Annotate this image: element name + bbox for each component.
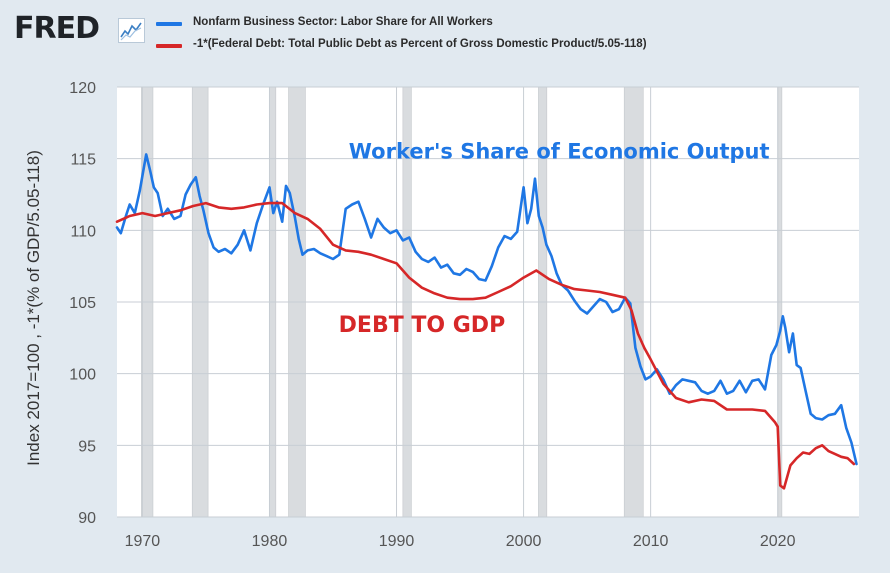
x-tick-label: 1980: [252, 533, 288, 550]
fred-logo[interactable]: FRED: [14, 11, 100, 46]
legend-label-labor-share: Nonfarm Business Sector: Labor Share for…: [193, 16, 493, 28]
y-tick-label: 115: [70, 152, 96, 169]
y-tick-label: 105: [69, 295, 96, 312]
x-tick-label: 2020: [760, 533, 796, 550]
x-tick-label: 1990: [379, 533, 415, 550]
y-tick-label: 95: [78, 438, 96, 455]
x-tick-label: 2000: [506, 533, 542, 550]
annotation-workers-share: Worker's Share of Economic Output: [349, 140, 770, 164]
series-line-labor-share: [115, 153, 858, 466]
line-chart-icon[interactable]: [118, 18, 145, 43]
legend-label-debt-to-gdp: -1*(Federal Debt: Total Public Debt as P…: [193, 38, 647, 50]
y-tick-label: 90: [78, 510, 96, 527]
series-line-debt-to-gdp: [115, 201, 856, 490]
legend-swatch-red: [156, 44, 182, 48]
annotation-debt-to-gdp: DEBT TO GDP: [339, 313, 506, 338]
y-tick-label: 120: [69, 80, 96, 97]
x-tick-label: 2010: [633, 533, 669, 550]
legend-swatch-blue: [156, 22, 182, 26]
y-tick-label: 100: [69, 367, 96, 384]
x-tick-label: 1970: [125, 533, 161, 550]
y-tick-label: 110: [70, 223, 96, 240]
